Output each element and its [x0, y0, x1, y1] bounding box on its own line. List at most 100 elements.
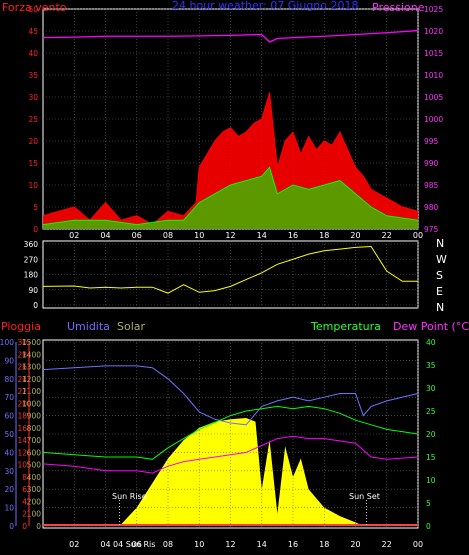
- rain-tick: 12: [17, 448, 27, 457]
- panel1-ytick-right: 1015: [424, 49, 443, 58]
- panel1-ytick-left: 50: [28, 5, 38, 14]
- panel3-xtick: 00: [413, 540, 423, 549]
- panel3-xtick: 08: [163, 540, 173, 549]
- solar-tick: 900: [27, 412, 42, 421]
- panel1-ytick-left: 30: [28, 93, 38, 102]
- humidity-tick: 20: [4, 485, 14, 494]
- panel3-xtick: 12: [225, 540, 235, 549]
- panel1-ytick-left: 35: [28, 71, 38, 80]
- solar-tick: 1400: [22, 350, 41, 359]
- solar-tick: 500: [27, 461, 42, 470]
- panel-humidity-temp-solar: 0102030405060708090100024681012141618202…: [0, 338, 436, 549]
- solar-tick: 1000: [22, 399, 41, 408]
- panel1-ytick-left: 45: [28, 27, 38, 36]
- solar-tick: 1200: [22, 375, 41, 384]
- series-direction: [42, 246, 418, 294]
- humidity-tick: 100: [0, 338, 14, 347]
- solar-tick: 400: [27, 473, 42, 482]
- panel1-xtick: 18: [319, 231, 329, 240]
- panel1-xtick: 04: [100, 231, 110, 240]
- panel1-ytick-right: 1025: [424, 5, 443, 14]
- temp-tick: 0: [426, 522, 431, 531]
- rain-tick: 10: [17, 461, 27, 470]
- panel1-xtick: 10: [194, 231, 204, 240]
- panel1-ytick-right: 985: [424, 181, 439, 190]
- rain-tick: 22: [17, 387, 27, 396]
- solar-tick: 0: [36, 522, 41, 531]
- panel3-xtick: 10: [194, 540, 204, 549]
- panel1-ytick-right: 1000: [424, 115, 443, 124]
- panel3-xtick: 04: [100, 540, 110, 549]
- rain-tick: 6: [22, 485, 27, 494]
- temp-tick: 30: [426, 384, 436, 393]
- humidity-tick: 10: [4, 504, 14, 513]
- panel1-xtick: 00: [413, 231, 423, 240]
- panel3-xtick: 14: [257, 540, 267, 549]
- panel3-label-solar: Solar: [117, 320, 146, 333]
- panel3-xtick: 18: [319, 540, 329, 549]
- panel1-ytick-right: 975: [424, 225, 439, 234]
- solar-tick: 300: [27, 485, 42, 494]
- annotation-sunset: Sun Set: [349, 492, 380, 501]
- temp-tick: 35: [426, 361, 436, 370]
- panel2-ytick: 360: [24, 240, 39, 249]
- panel1-xtick: 08: [163, 231, 173, 240]
- series-line-dew-point: [42, 435, 419, 474]
- series-area-1: [43, 167, 418, 229]
- temp-tick: 5: [426, 499, 431, 508]
- panel1-left-label: Forza vento: [2, 1, 67, 14]
- humidity-tick: 60: [4, 412, 14, 421]
- panel2-ytick: 180: [24, 271, 39, 280]
- panel1-xtick: 22: [382, 231, 392, 240]
- series-line-2: [42, 29, 419, 43]
- temp-tick: 10: [426, 476, 436, 485]
- panel1-ytick-right: 1010: [424, 71, 443, 80]
- panel3-xtick: 06: [132, 540, 142, 549]
- panel1-ytick-left: 5: [33, 203, 38, 212]
- panel1-right-label: Pressione: [372, 1, 425, 14]
- rain-tick: 24: [17, 375, 27, 384]
- panel1-ytick-left: 40: [28, 49, 38, 58]
- humidity-tick: 50: [4, 430, 14, 439]
- panel3-label-umidita: Umidita: [67, 320, 110, 333]
- rain-tick: 8: [22, 473, 27, 482]
- panel1-title: 24 hour weather: 07 Giugno 2018: [172, 0, 359, 12]
- rain-tick: 30: [17, 338, 27, 347]
- rain-tick: 28: [17, 350, 27, 359]
- panel3-xtick: 22: [382, 540, 392, 549]
- temp-tick: 25: [426, 407, 436, 416]
- panel1-ytick-right: 980: [424, 203, 439, 212]
- solar-tick: 800: [27, 424, 42, 433]
- rain-tick: 20: [17, 399, 27, 408]
- compass-label: S: [436, 269, 443, 282]
- series-solar-area: [119, 418, 364, 526]
- panel1-ytick-right: 990: [424, 159, 439, 168]
- panel3-xtick: 02: [69, 540, 79, 549]
- temp-tick: 20: [426, 430, 436, 439]
- rain-tick: 0: [22, 522, 27, 531]
- panel1-ytick-left: 20: [28, 137, 38, 146]
- panel1-ytick-left: 15: [28, 159, 38, 168]
- panel3-xtick: 16: [288, 540, 298, 549]
- panel3-label-pioggia: Pioggia: [1, 320, 41, 333]
- solar-tick: 1100: [22, 387, 41, 396]
- rain-tick: 14: [17, 436, 27, 445]
- series-line-0: [42, 92, 419, 226]
- panel1-ytick-left: 25: [28, 115, 38, 124]
- panel1-xtick: 02: [69, 231, 79, 240]
- panel1-ytick-left: 0: [33, 225, 38, 234]
- panel1-ytick-right: 1020: [424, 27, 443, 36]
- panel3-label-temperatura: Temperatura: [310, 320, 381, 333]
- solar-tick: 700: [27, 436, 42, 445]
- humidity-tick: 90: [4, 356, 14, 365]
- humidity-tick: 40: [4, 448, 14, 457]
- temp-tick: 15: [426, 453, 436, 462]
- temp-tick: 40: [426, 338, 436, 347]
- panel1-ytick-left: 10: [28, 181, 38, 190]
- solar-tick: 600: [27, 448, 42, 457]
- annotation-sunrise-time: 04 Sun Ris: [113, 540, 155, 549]
- series-line-1: [42, 166, 419, 226]
- panel1-ytick-right: 995: [424, 137, 439, 146]
